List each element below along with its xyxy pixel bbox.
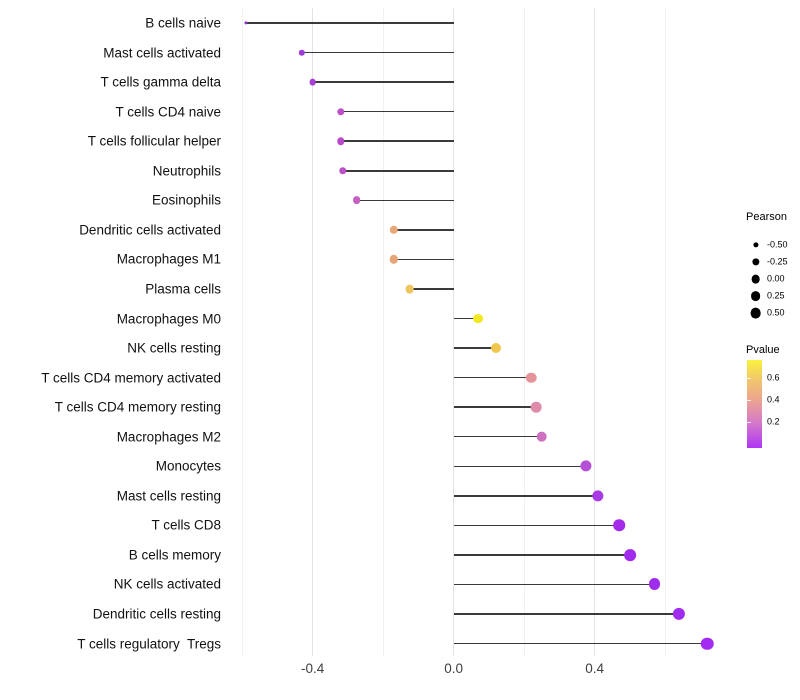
y-axis-label: T cells CD8 [151, 517, 221, 533]
pearson-legend-title: Pearson [746, 211, 787, 223]
lollipop-dot [531, 401, 542, 413]
colorbar-tick [746, 377, 751, 379]
y-axis-label: Mast cells activated [103, 44, 221, 60]
y-axis-label: T cells regulatory Tregs [77, 635, 221, 651]
y-axis-label: T cells CD4 memory resting [54, 399, 221, 415]
lollipop-stem [453, 376, 532, 379]
gridline-minor [241, 8, 243, 656]
gridline-minor [382, 8, 384, 656]
lollipop-dot [309, 78, 316, 86]
lollipop-dot [536, 431, 548, 443]
legend-size-label: 0.25 [767, 290, 785, 301]
lollipop-dot [473, 313, 484, 324]
gridline-major [312, 8, 314, 656]
lollipop-stem [453, 465, 586, 467]
lollipop-dot [490, 343, 501, 354]
lollipop-stem [453, 554, 630, 556]
legend-size-label: -0.50 [767, 239, 788, 250]
y-axis-label: Mast cells resting [116, 488, 221, 504]
y-axis-label: Neutrophils [152, 163, 221, 178]
colorbar-tick [746, 421, 751, 423]
lollipop-stem [356, 199, 454, 202]
plot-panel [228, 8, 731, 656]
y-axis-label: T cells CD4 naive [115, 103, 221, 119]
lollipop-stem [302, 51, 454, 54]
legend-size-dot [750, 307, 761, 319]
x-tick-label: -0.4 [300, 661, 325, 676]
lollipop-dot [592, 490, 604, 502]
y-axis-label: Eosinophils [151, 192, 221, 208]
lollipop-dot [405, 284, 414, 294]
lollipop-dot [673, 607, 686, 621]
lollipop-dot [701, 637, 714, 650]
lollipop-dot [580, 460, 592, 472]
x-tick-label: 0.0 [444, 661, 463, 676]
y-axis-label: T cells follicular helper [87, 133, 221, 149]
y-axis-label: Macrophages M1 [116, 251, 221, 267]
legend-size-label: 0.00 [767, 273, 785, 284]
lollipop-stem [342, 170, 454, 172]
lollipop-stem [453, 435, 542, 438]
pvalue-colorbar [746, 360, 762, 448]
lollipop-dot [389, 225, 398, 235]
y-axis-label: NK cells resting [127, 340, 221, 356]
y-axis-label: Macrophages M2 [116, 428, 221, 444]
colorbar-tick-label: 0.6 [767, 372, 780, 383]
lollipop-stem [453, 583, 655, 586]
lollipop-stem [340, 110, 454, 113]
lollipop-stem [453, 613, 680, 615]
lollipop-stem [453, 642, 708, 645]
y-axis-label: Dendritic cells resting [92, 606, 221, 622]
lollipop-dot [244, 21, 248, 25]
y-axis-label: Macrophages M0 [116, 310, 221, 326]
colorbar-tick-label: 0.2 [767, 416, 780, 427]
lollipop-stem [245, 22, 454, 24]
gridline-minor [664, 8, 666, 656]
lollipop-stem [340, 140, 454, 142]
lollipop-dot [623, 549, 636, 561]
y-axis-label: Monocytes [155, 458, 221, 474]
lollipop-dot [648, 578, 661, 591]
lollipop-dot [389, 255, 398, 264]
gridline-major [594, 8, 596, 656]
colorbar-tick [746, 399, 751, 401]
lollipop-dot [298, 49, 306, 56]
lollipop-dot [525, 372, 537, 383]
lollipop-stem [453, 317, 479, 320]
y-axis-label: NK cells activated [113, 576, 221, 592]
lollipop-stem [453, 347, 496, 349]
y-axis-label: T cells gamma delta [100, 74, 221, 90]
pvalue-legend-title: Pvalue [746, 344, 780, 356]
y-axis-label: Plasma cells [145, 281, 221, 297]
gridline-minor [523, 8, 525, 656]
colorbar-tick-label: 0.4 [767, 394, 780, 405]
y-axis-label: Dendritic cells activated [79, 222, 221, 238]
lollipop-dot [337, 107, 345, 116]
legend-size-label: 0.50 [767, 307, 785, 318]
lollipop-dot [337, 137, 345, 145]
lollipop-stem [393, 229, 454, 231]
lollipop-stem [312, 81, 454, 83]
lollipop-stem [453, 524, 620, 527]
y-axis-label: B cells naive [145, 15, 221, 31]
gridline-major [453, 8, 455, 656]
legend-size-dot [751, 274, 760, 284]
legend-size-label: -0.25 [767, 256, 788, 267]
lollipop-dot [338, 167, 347, 175]
lollipop-stem [393, 258, 454, 261]
lollipop-dot [352, 196, 361, 205]
lollipop-dot [613, 519, 626, 532]
legend-size-dot [750, 290, 761, 301]
lollipop-stem [453, 495, 599, 497]
lollipop-stem [409, 288, 454, 290]
x-tick-label: 0.4 [585, 661, 604, 676]
legend-size-dot [751, 258, 760, 266]
legend-size-dot [752, 242, 759, 248]
y-axis-label: B cells memory [128, 547, 221, 563]
y-axis-label: T cells CD4 memory activated [41, 369, 221, 385]
lollipop-stem [453, 406, 537, 408]
